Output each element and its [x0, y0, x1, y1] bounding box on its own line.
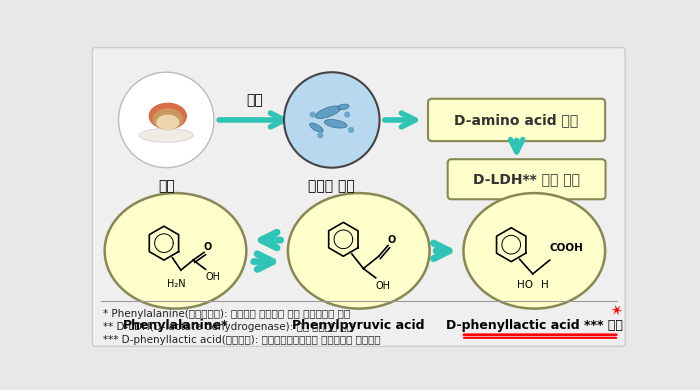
Text: D-phenyllactic acid *** 생성: D-phenyllactic acid *** 생성 — [446, 319, 623, 332]
Ellipse shape — [324, 119, 347, 128]
Text: Phenylalanine*: Phenylalanine* — [122, 319, 228, 332]
Text: H₂N: H₂N — [167, 279, 186, 289]
FancyBboxPatch shape — [428, 99, 605, 141]
Ellipse shape — [288, 193, 430, 308]
Ellipse shape — [156, 115, 179, 130]
Text: 김치: 김치 — [158, 179, 174, 193]
Text: D-amino acid 증가: D-amino acid 증가 — [454, 113, 579, 127]
Text: H: H — [541, 280, 549, 290]
Text: OH: OH — [376, 281, 391, 291]
Text: ** D-LDH(D-lactate dehydrogenase): 젖산 탈수소화 효소: ** D-LDH(D-lactate dehydrogenase): 젖산 탈수… — [103, 322, 353, 332]
Text: * Phenylalanine(페닐알라닌): 단백질을 구성하는 필수 아미노산의 일종: * Phenylalanine(페닐알라닌): 단백질을 구성하는 필수 아미노… — [103, 308, 350, 319]
Text: 유산균 생성: 유산균 생성 — [309, 179, 355, 193]
Text: COOH: COOH — [550, 243, 584, 253]
Ellipse shape — [463, 193, 605, 308]
Ellipse shape — [315, 106, 341, 119]
Circle shape — [118, 72, 214, 168]
Ellipse shape — [153, 108, 183, 130]
Text: OH: OH — [206, 272, 220, 282]
FancyBboxPatch shape — [448, 159, 606, 199]
Text: D-LDH** 활성 증가: D-LDH** 활성 증가 — [473, 172, 580, 186]
Ellipse shape — [105, 193, 246, 308]
Text: 발효: 발효 — [246, 94, 263, 108]
Circle shape — [317, 132, 323, 138]
Ellipse shape — [309, 123, 323, 132]
Ellipse shape — [139, 128, 193, 142]
Text: O: O — [387, 235, 395, 245]
Text: *** D-phenyllactic acid(페닐젖산): 페닐알리닌으로부터 만들어지는 발효산물: *** D-phenyllactic acid(페닐젖산): 페닐알리닌으로부터… — [103, 335, 381, 345]
Circle shape — [348, 127, 354, 133]
Text: ✶: ✶ — [609, 301, 626, 319]
Circle shape — [309, 112, 316, 118]
Text: HO: HO — [517, 280, 533, 290]
Ellipse shape — [148, 103, 187, 129]
Ellipse shape — [337, 104, 349, 110]
Text: O: O — [204, 242, 212, 252]
FancyBboxPatch shape — [92, 48, 625, 346]
Circle shape — [344, 112, 350, 118]
Circle shape — [284, 72, 379, 168]
Text: Phenylpyruvic acid: Phenylpyruvic acid — [293, 319, 425, 332]
